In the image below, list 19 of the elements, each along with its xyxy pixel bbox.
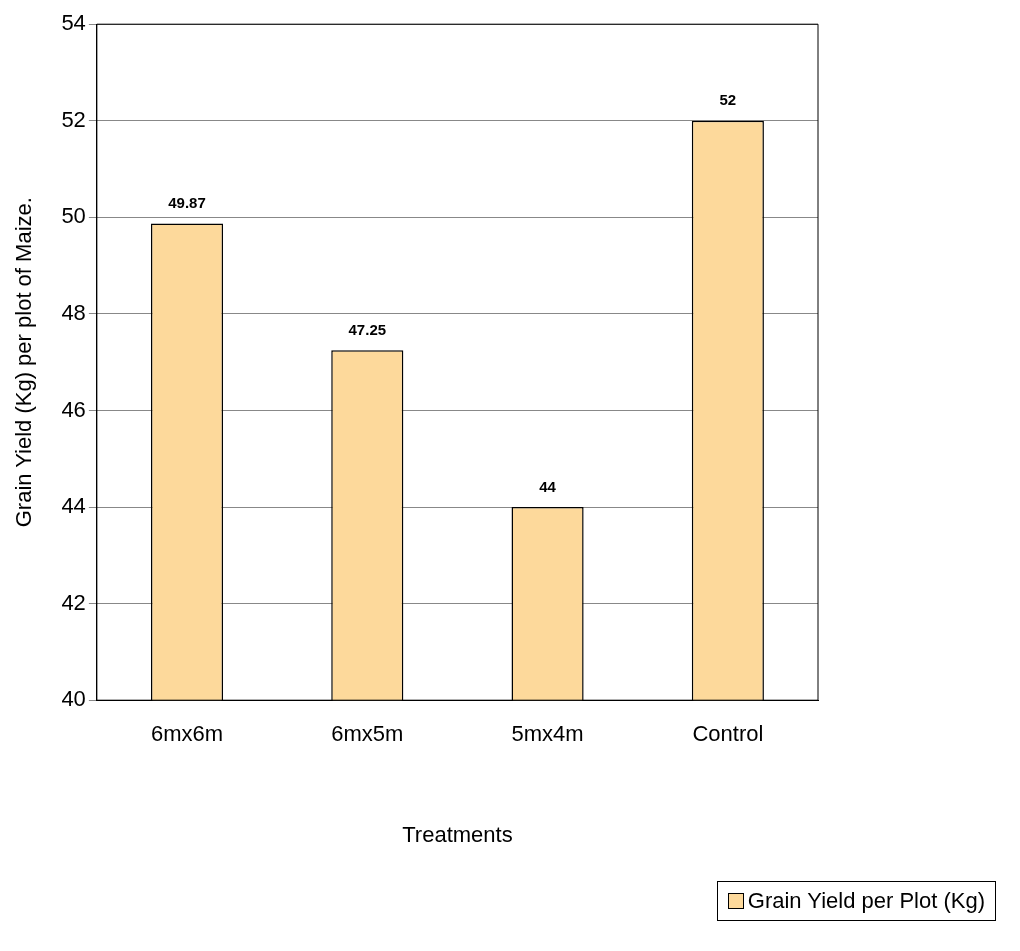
x-tick-label: 5mx4m bbox=[511, 721, 584, 747]
y-axis-title: Grain Yield (Kg) per plot of Maize. bbox=[11, 197, 37, 528]
y-tick-label: 52 bbox=[61, 106, 86, 132]
y-tick-label: 50 bbox=[61, 203, 86, 229]
x-tick-label: 6mx6m bbox=[150, 721, 224, 747]
y-tick-label: 40 bbox=[61, 686, 86, 712]
y-tick-label: 42 bbox=[61, 589, 86, 615]
data-label: 47.25 bbox=[348, 320, 387, 338]
data-label: 44 bbox=[539, 477, 557, 495]
x-tick-label: 6mx5m bbox=[331, 721, 404, 747]
legend-label: Grain Yield per Plot (Kg) bbox=[747, 888, 985, 914]
x-axis-title: Treatments bbox=[402, 821, 513, 847]
data-label: 49.87 bbox=[168, 194, 206, 212]
y-tick-label: 54 bbox=[61, 10, 86, 36]
y-tick-label: 48 bbox=[61, 299, 86, 325]
y-tick-label: 44 bbox=[61, 493, 86, 519]
y-tick-label: 46 bbox=[61, 396, 86, 422]
data-label: 52 bbox=[719, 91, 737, 109]
x-tick-label: Control bbox=[692, 721, 764, 747]
